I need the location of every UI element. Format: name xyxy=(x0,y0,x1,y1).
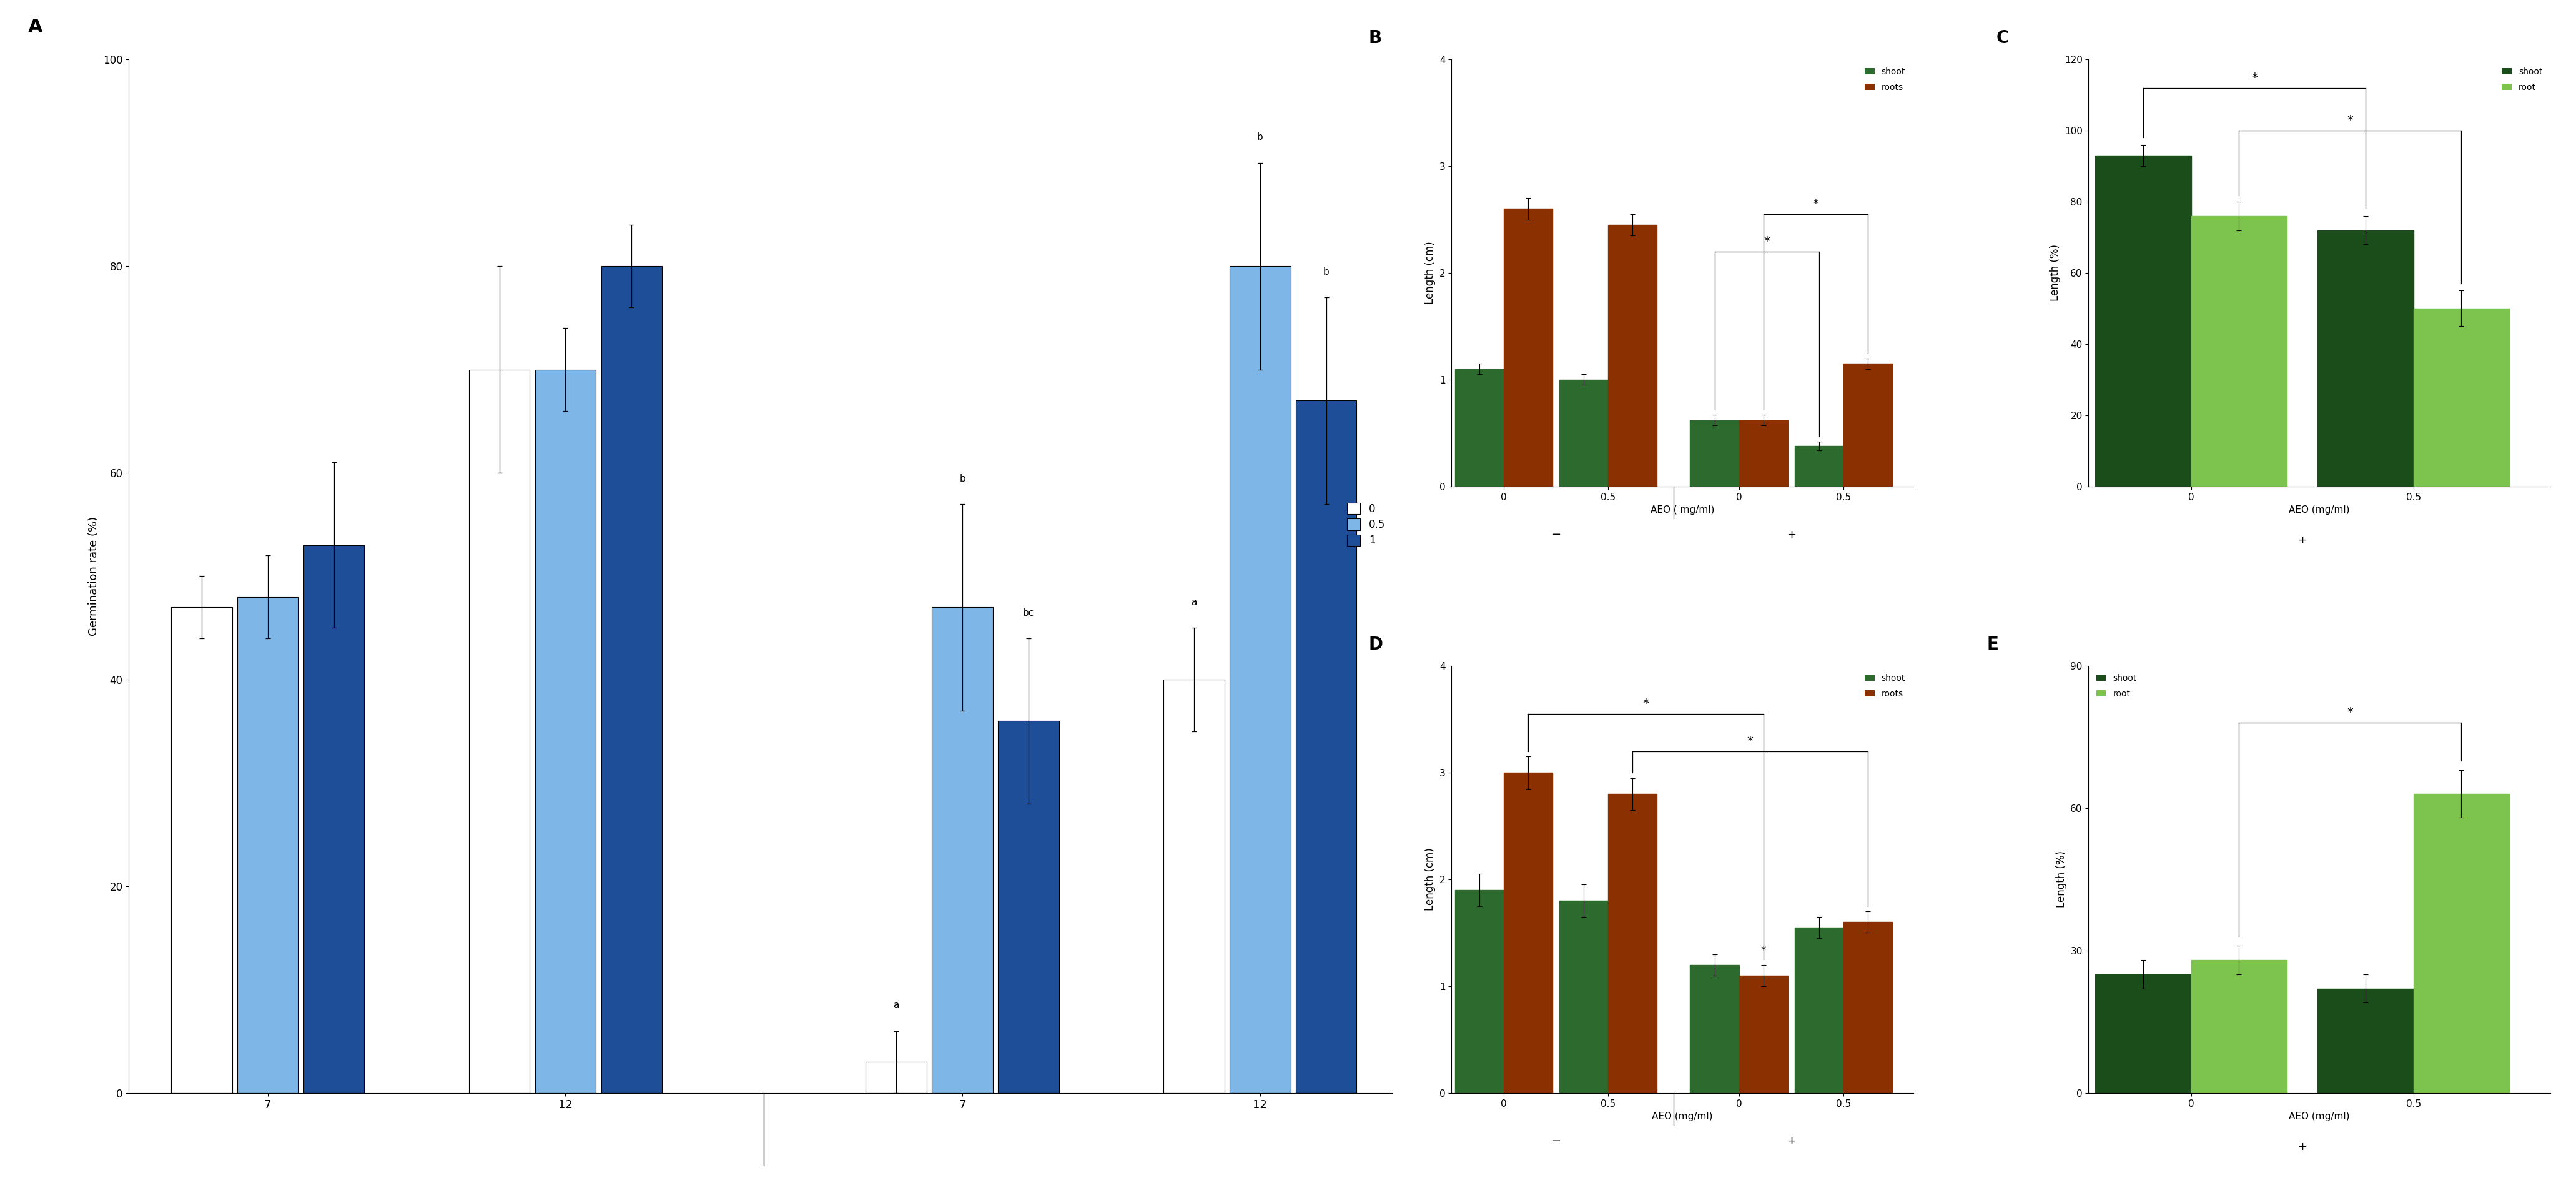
X-axis label: AEO (mg/ml): AEO (mg/ml) xyxy=(2290,1112,2349,1121)
Text: *: * xyxy=(1814,198,1819,210)
Text: b: b xyxy=(1257,133,1262,143)
Bar xyxy=(1504,209,1553,487)
Bar xyxy=(469,369,531,1093)
Bar xyxy=(1739,421,1788,487)
Bar xyxy=(2094,156,2192,487)
Bar xyxy=(1690,965,1739,1093)
Text: *: * xyxy=(1765,235,1770,247)
Text: +: + xyxy=(2298,1142,2308,1152)
Text: A: A xyxy=(28,18,41,36)
Text: E: E xyxy=(1986,636,1999,653)
Bar xyxy=(1455,890,1504,1093)
Bar xyxy=(600,266,662,1093)
Text: −: − xyxy=(1551,1136,1561,1146)
Bar xyxy=(1795,928,1844,1093)
Text: +: + xyxy=(2298,535,2308,546)
Y-axis label: Germination rate (%): Germination rate (%) xyxy=(88,517,100,636)
Legend: shoot, root: shoot, root xyxy=(2092,670,2141,702)
Text: C: C xyxy=(1996,30,2009,48)
Bar xyxy=(1164,680,1224,1093)
Bar xyxy=(997,721,1059,1093)
X-axis label: AEO (mg/ml): AEO (mg/ml) xyxy=(1651,1112,1713,1121)
Text: +: + xyxy=(1788,529,1795,541)
Text: bc: bc xyxy=(1023,608,1033,618)
Legend: shoot, roots: shoot, roots xyxy=(1862,64,1909,95)
Y-axis label: Length (cm): Length (cm) xyxy=(1425,848,1435,911)
Text: *: * xyxy=(1643,697,1649,709)
Bar xyxy=(1504,772,1553,1093)
Text: b: b xyxy=(1324,267,1329,277)
Legend: shoot, root: shoot, root xyxy=(2499,64,2545,95)
Text: *: * xyxy=(2251,71,2257,83)
Text: *: * xyxy=(2347,114,2354,126)
Bar xyxy=(1607,225,1656,487)
Legend: 0, 0.5, 1: 0, 0.5, 1 xyxy=(1345,501,1388,548)
Bar xyxy=(170,607,232,1093)
Bar xyxy=(237,596,299,1093)
X-axis label: AEO (mg/ml): AEO (mg/ml) xyxy=(2290,505,2349,514)
Text: *: * xyxy=(1747,735,1754,747)
Bar xyxy=(536,369,595,1093)
Bar xyxy=(1558,901,1607,1093)
Text: B: B xyxy=(1368,30,1381,48)
Bar xyxy=(2318,988,2414,1093)
Y-axis label: Length (cm): Length (cm) xyxy=(1425,241,1435,304)
Bar xyxy=(1607,794,1656,1093)
Bar xyxy=(2414,794,2509,1093)
Bar xyxy=(1229,266,1291,1093)
Bar xyxy=(304,545,363,1093)
Bar xyxy=(1296,400,1358,1093)
Bar xyxy=(1795,446,1844,487)
Text: *: * xyxy=(2347,707,2354,719)
Bar xyxy=(2094,974,2192,1093)
Text: b: b xyxy=(958,474,966,484)
Bar xyxy=(1690,421,1739,487)
Legend: shoot, roots: shoot, roots xyxy=(1862,670,1909,702)
Text: +: + xyxy=(1788,1136,1795,1146)
Bar xyxy=(2414,309,2509,487)
Text: −: − xyxy=(1551,529,1561,541)
Bar xyxy=(1844,364,1893,487)
Bar xyxy=(2192,960,2287,1093)
Text: *: * xyxy=(1759,944,1767,956)
Y-axis label: Length (%): Length (%) xyxy=(2056,851,2066,908)
Y-axis label: Length (%): Length (%) xyxy=(2050,245,2061,302)
Bar xyxy=(2318,230,2414,487)
Bar xyxy=(1739,975,1788,1093)
Bar xyxy=(1558,380,1607,487)
Bar xyxy=(1455,369,1504,487)
Text: a: a xyxy=(894,1001,899,1010)
Text: a: a xyxy=(1190,598,1198,607)
Bar xyxy=(1844,922,1893,1093)
Bar xyxy=(866,1062,927,1093)
Bar xyxy=(2192,216,2287,487)
Bar xyxy=(933,607,992,1093)
X-axis label: AEO ( mg/ml): AEO ( mg/ml) xyxy=(1651,505,1713,514)
Text: D: D xyxy=(1368,636,1383,653)
